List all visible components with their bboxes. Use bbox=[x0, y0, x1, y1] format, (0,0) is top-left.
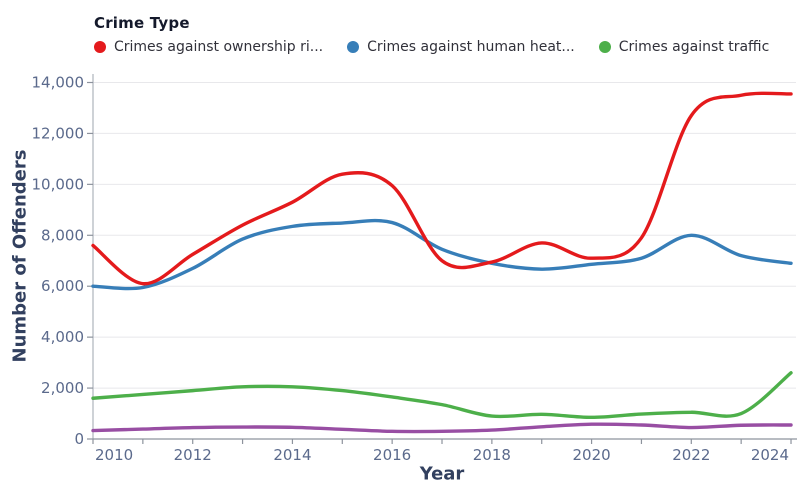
legend: Crime Type Crimes against ownership ri..… bbox=[94, 14, 769, 55]
series-line-crimes-against-traffic bbox=[91, 371, 793, 420]
series-line-crimes-against-ownership bbox=[91, 91, 793, 286]
legend-item-ownership[interactable]: Crimes against ownership ri... bbox=[94, 39, 323, 55]
legend-dot-blue-icon bbox=[347, 41, 360, 53]
x-tick-label: 2024 bbox=[751, 446, 789, 464]
x-tick-label: 2014 bbox=[273, 446, 311, 464]
y-tick-label: 14,000 bbox=[32, 74, 85, 92]
series-line-purple bbox=[91, 422, 793, 434]
legend-title: Crime Type bbox=[94, 14, 190, 32]
x-tick-label: 2010 bbox=[95, 446, 133, 464]
legend-items: Crimes against ownership ri... Crimes ag… bbox=[94, 39, 769, 55]
y-tick-label: 4,000 bbox=[41, 328, 84, 346]
y-tick-label: 2,000 bbox=[41, 379, 84, 397]
x-tick-label: 2012 bbox=[174, 446, 212, 464]
x-tick-label: 2020 bbox=[572, 446, 610, 464]
legend-item-traffic[interactable]: Crimes against traffic bbox=[598, 39, 770, 55]
x-tick-label: 2022 bbox=[672, 446, 710, 464]
x-tick-label: 2016 bbox=[373, 446, 411, 464]
y-tick-label: 6,000 bbox=[41, 277, 84, 295]
y-tick-label: 8,000 bbox=[41, 226, 84, 244]
legend-dot-green-icon bbox=[598, 41, 611, 53]
y-tick-label: 0 bbox=[74, 430, 84, 448]
legend-item-label: Crimes against ownership ri... bbox=[114, 39, 324, 55]
x-axis-title: Year bbox=[419, 463, 465, 485]
series-line-crimes-against-human bbox=[91, 218, 793, 291]
x-tick-label: 2018 bbox=[473, 446, 511, 464]
legend-item-label: Crimes against traffic bbox=[618, 39, 770, 55]
legend-dot-red-icon bbox=[94, 41, 106, 53]
legend-item-label: Crimes against human heat... bbox=[367, 39, 575, 55]
legend-item-human[interactable]: Crimes against human heat... bbox=[347, 39, 575, 55]
y-tick-label: 12,000 bbox=[32, 124, 85, 142]
y-tick-label: 10,000 bbox=[32, 175, 85, 193]
